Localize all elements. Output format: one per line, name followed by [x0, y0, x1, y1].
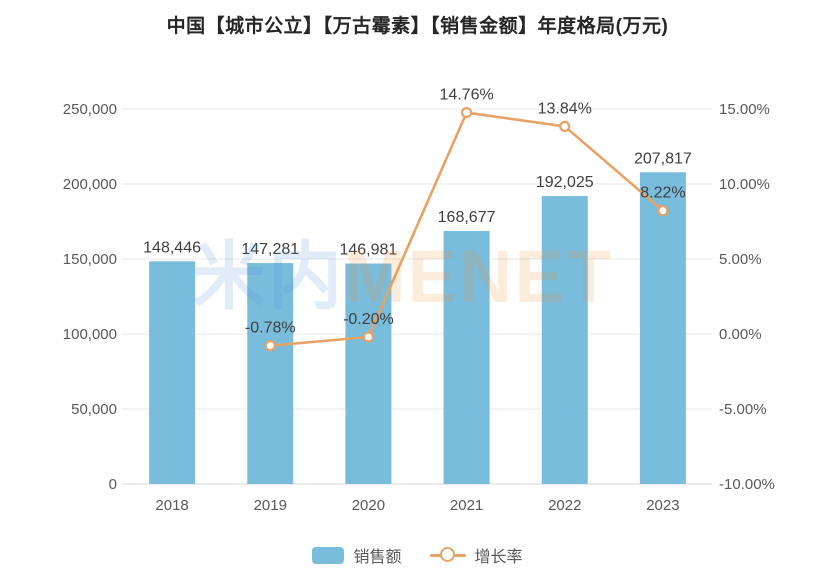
legend: 销售额 增长率	[0, 543, 835, 567]
bar-value-label: 168,677	[438, 209, 496, 226]
bar-value-label: 147,281	[241, 241, 299, 258]
sales-bar-swatch-icon	[312, 546, 345, 564]
x-axis-label: 2023	[646, 497, 679, 514]
left-axis-tick: 50,000	[71, 401, 117, 418]
bar-value-label: 192,025	[536, 174, 594, 191]
right-axis-tick: 15.00%	[719, 101, 770, 118]
x-axis-label: 2019	[254, 497, 287, 514]
bar-2019	[247, 263, 294, 484]
bar-value-label: 207,817	[634, 150, 692, 167]
line-marker-2019	[264, 340, 276, 352]
bar-2021	[443, 230, 490, 484]
right-axis-tick: -5.00%	[719, 401, 767, 418]
legend-sales-label: 销售额	[353, 549, 402, 566]
left-axis-tick: 0	[109, 476, 117, 493]
bar-value-label: 146,981	[339, 242, 397, 259]
growth-value-label: -0.78%	[245, 320, 296, 337]
legend-item-sales[interactable]: 销售额	[312, 543, 402, 567]
growth-value-label: -0.20%	[343, 311, 394, 328]
line-marker-2021	[460, 106, 473, 119]
bar-value-label: 148,446	[143, 239, 201, 256]
growth-line-swatch-icon	[429, 546, 466, 564]
bar-2022	[541, 195, 588, 484]
growth-value-label: 8.22%	[640, 185, 685, 202]
right-axis-tick: 5.00%	[719, 251, 762, 268]
growth-value-label: 13.84%	[538, 100, 592, 117]
line-marker-2022	[559, 120, 571, 133]
left-axis-tick: 100,000	[63, 326, 117, 343]
growth-line-circle-icon	[439, 547, 455, 562]
line-marker-2023	[657, 205, 669, 217]
line-marker-2020	[362, 331, 375, 343]
x-axis-label: 2018	[155, 497, 188, 514]
x-axis-label: 2020	[352, 497, 385, 514]
left-axis-tick: 250,000	[63, 101, 117, 118]
bar-2023	[639, 172, 686, 484]
legend-item-growth[interactable]: 增长率	[429, 543, 523, 567]
left-axis-tick: 150,000	[63, 251, 117, 268]
bar-2020	[345, 263, 392, 484]
bar-2018	[149, 261, 196, 484]
right-axis-tick: -10.00%	[719, 476, 775, 493]
right-axis-tick: 0.00%	[719, 326, 762, 343]
x-axis-label: 2021	[450, 497, 483, 514]
chart-title: 中国【城市公立】【万古霉素】【销售金额】年度格局(万元)	[166, 16, 669, 37]
x-axis-label: 2022	[548, 497, 581, 514]
growth-value-label: 14.76%	[439, 87, 493, 104]
left-axis-tick: 200,000	[63, 176, 117, 193]
right-axis-tick: 10.00%	[719, 176, 770, 193]
legend-growth-label: 增长率	[474, 549, 523, 566]
